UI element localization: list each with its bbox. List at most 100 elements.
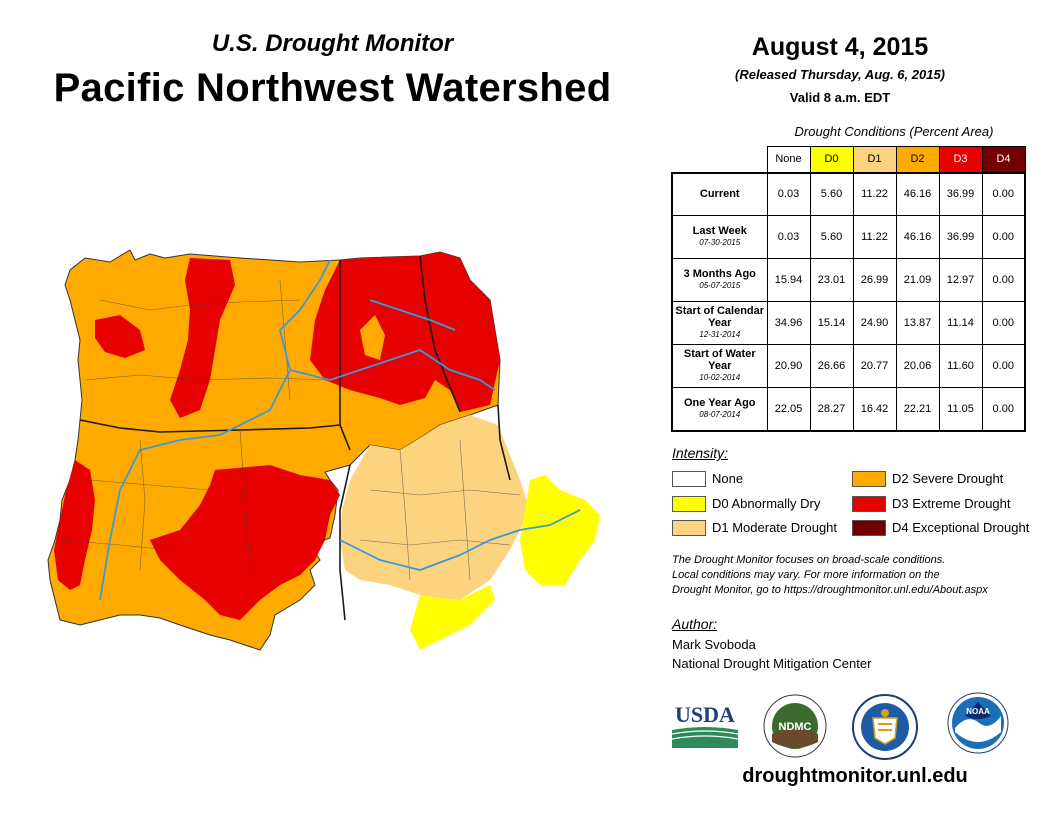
table-row: One Year Ago 08-07-2014 22.05 28.27 16.42… (671, 387, 1026, 431)
table-cell: 0.03 (766, 172, 811, 216)
row-date: 05-07-2015 (699, 281, 741, 290)
table-cell: 11.14 (938, 301, 983, 345)
map-title: Pacific Northwest Watershed (53, 66, 612, 110)
row-label: Last Week 07-30-2015 (671, 215, 768, 259)
row-date: 07-30-2015 (699, 238, 741, 247)
table-cell: 36.99 (938, 172, 983, 216)
noaa-logo: NOAA (947, 692, 1009, 754)
legend-heading: Intensity: (672, 445, 729, 461)
row-label-text: Last Week (692, 225, 747, 237)
table-row: Current 0.03 5.60 11.22 46.16 36.99 0.00 (671, 172, 1026, 216)
disclaimer: The Drought Monitor focuses on broad-sca… (672, 553, 1032, 598)
legend-label: D0 Abnormally Dry (712, 496, 821, 511)
rivers (99, 259, 581, 601)
col-d1: D1 (852, 146, 897, 173)
col-d2: D2 (895, 146, 940, 173)
noaa-logo-text: NOAA (966, 707, 990, 716)
disclaimer-line: Local conditions may vary. For more info… (672, 569, 940, 581)
region-d2-gap (360, 315, 385, 360)
table-cell: 11.05 (938, 387, 983, 431)
region-d3-cascades (170, 258, 235, 418)
row-label: Start of Water Year 10-02-2014 (671, 344, 768, 388)
map-subtitle: U.S. Drought Monitor (211, 30, 454, 57)
row-label: One Year Ago 08-07-2014 (671, 387, 768, 431)
legend-label: D1 Moderate Drought (712, 520, 838, 535)
legend-swatch (672, 519, 706, 536)
legend-item-none: None (672, 470, 743, 487)
table-cell: 16.42 (852, 387, 897, 431)
legend-label: D3 Extreme Drought (892, 496, 1011, 511)
region-d1-south-idaho (340, 415, 530, 605)
table-cell: 36.99 (938, 215, 983, 259)
table-cell: 22.21 (895, 387, 940, 431)
table-cell: 0.00 (981, 387, 1026, 431)
author-name: Mark Svoboda (672, 637, 756, 652)
table-cell: 0.00 (981, 344, 1026, 388)
table-cell: 26.66 (809, 344, 854, 388)
table-cell: 20.90 (766, 344, 811, 388)
table-row: Last Week 07-30-2015 0.03 5.60 11.22 46.1… (671, 215, 1026, 259)
table-corner (672, 147, 767, 173)
legend-label: D4 Exceptional Drought (892, 520, 1030, 535)
table-cell: 24.90 (852, 301, 897, 345)
department-of-commerce-seal (852, 694, 918, 760)
table-cell: 11.22 (852, 172, 897, 216)
table-cell: 11.22 (852, 215, 897, 259)
table-cell: 5.60 (809, 215, 854, 259)
table-row: 3 Months Ago 05-07-2015 15.94 23.01 26.99… (671, 258, 1026, 302)
region-d3-coast (54, 460, 95, 590)
legend-item-d4: D4 Exceptional Drought (852, 519, 1029, 536)
region-d0-south (410, 585, 495, 650)
legend-label: None (712, 471, 744, 486)
region-d3-central-oregon (150, 465, 340, 620)
legend-swatch (852, 495, 886, 512)
table-cell: 34.96 (766, 301, 811, 345)
region-d3-north-idaho (310, 252, 500, 412)
disclaimer-line: The Drought Monitor focuses on broad-sca… (672, 554, 946, 566)
row-label-text: One Year Ago (683, 396, 756, 409)
legend-item-d2: D2 Severe Drought (852, 470, 1003, 487)
table-cell: 28.27 (809, 387, 854, 431)
legend-swatch (672, 495, 706, 512)
col-d3: D3 (938, 146, 983, 173)
drought-conditions-table: None D0 D1 D2 D3 D4 Current 0.03 5.60 11… (671, 146, 1026, 432)
table-cell: 0.00 (981, 215, 1026, 259)
legend-item-d1: D1 Moderate Drought (672, 519, 837, 536)
website-url[interactable]: droughtmonitor.unl.edu (742, 765, 968, 787)
col-none: None (766, 146, 811, 173)
legend-swatch (852, 470, 886, 487)
report-date: August 4, 2015 (751, 33, 929, 61)
col-d0: D0 (809, 146, 854, 173)
table-cell: 5.60 (809, 172, 854, 216)
row-label: 3 Months Ago 05-07-2015 (671, 258, 768, 302)
region-d0-east (520, 475, 600, 585)
row-label: Start of Calendar Year 12-31-2014 (671, 301, 768, 345)
table-cell: 13.87 (895, 301, 940, 345)
row-label-text: Start of Water Year (683, 348, 756, 372)
ndmc-logo: NDMC (763, 694, 827, 758)
author-org: National Drought Mitigation Center (672, 656, 872, 671)
legend-swatch (852, 519, 886, 536)
table-cell: 0.00 (981, 301, 1026, 345)
disclaimer-line: Drought Monitor, go to https://droughtmo… (672, 584, 988, 596)
legend-swatch (672, 470, 706, 487)
table-cell: 15.94 (766, 258, 811, 302)
table-cell: 12.97 (938, 258, 983, 302)
table-cell: 26.99 (852, 258, 897, 302)
table-cell: 23.01 (809, 258, 854, 302)
region-d3-olympic (95, 315, 145, 358)
table-cell: 15.14 (809, 301, 854, 345)
col-d4: D4 (981, 146, 1026, 173)
table-cell: 46.16 (895, 172, 940, 216)
row-label-text: Start of Calendar Year (675, 305, 765, 329)
row-label: Current (671, 172, 768, 216)
usda-logo-text: USDA (675, 702, 735, 727)
table-cell: 0.00 (981, 172, 1026, 216)
release-date: (Released Thursday, Aug. 6, 2015) (735, 67, 945, 82)
ndmc-logo-text: NDMC (779, 721, 812, 733)
table-cell: 20.06 (895, 344, 940, 388)
row-label-text: 3 Months Ago (683, 268, 756, 280)
table-cell: 0.03 (766, 215, 811, 259)
table-cell: 22.05 (766, 387, 811, 431)
table-cell: 46.16 (895, 215, 940, 259)
